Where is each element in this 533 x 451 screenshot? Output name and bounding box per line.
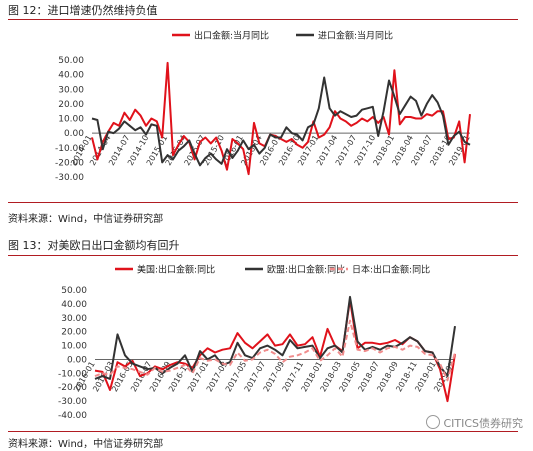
y-tick-label: -40.00 (58, 411, 87, 421)
figure-13-bottom-rule (8, 431, 518, 432)
legend-label: 进口金额:当月同比 (318, 30, 393, 42)
y-tick-label: -30.00 (55, 173, 84, 183)
series-line-2 (94, 319, 456, 382)
y-tick-label: 0.00 (67, 355, 87, 365)
y-tick-label: -30.00 (58, 397, 87, 407)
y-tick-label: 0.00 (64, 129, 84, 139)
y-tick-label: 20.00 (61, 328, 87, 338)
series-line-1 (91, 76, 471, 167)
legend-label: 出口金额:当月同比 (194, 30, 269, 42)
us-eu-japan-export-chart: 50.00 40.00 30.00 20.00 10.00 0.00 -10.00 -20.0… (58, 264, 457, 422)
import-export-yoy-chart: 50.00 40.00 30.00 20.00 10.00 0.00 -10.00 -20.0… (55, 30, 472, 184)
figure-13-title: 图 13：对美欧日出口金额均有回升 (8, 239, 180, 252)
y-tick-label: 10.00 (58, 115, 84, 125)
y-tick-label: -20.00 (58, 383, 87, 393)
legend-label: 欧盟:出口金额:同比 (267, 264, 345, 276)
legend-label: 美国:出口金额:同比 (137, 264, 215, 276)
y-tick-label: 50.00 (61, 286, 87, 296)
y-tick-label: 40.00 (58, 71, 84, 81)
wechat-icon (426, 415, 441, 429)
figure-13-source: 资料来源：Wind，中信证券研究部 (8, 439, 164, 450)
watermark: CITICS债券研究 (426, 415, 523, 431)
figure-13-title-rule (8, 255, 518, 256)
y-tick-label: 50.00 (58, 56, 84, 66)
series-line-0 (91, 61, 471, 176)
y-tick-label: 20.00 (58, 100, 84, 110)
series-line-0 (94, 298, 456, 403)
figure-12-bottom-rule (8, 202, 518, 203)
figure-12-source: 资料来源：Wind，中信证券研究部 (8, 214, 164, 225)
watermark-text: CITICS债券研究 (443, 417, 523, 430)
y-tick-label: 10.00 (61, 342, 87, 352)
y-tick-label: -10.00 (58, 369, 87, 379)
y-tick-label: 30.00 (58, 85, 84, 95)
y-tick-label: -20.00 (55, 158, 84, 168)
figure-12-title: 图 12：进口增速仍然维持负值 (8, 4, 158, 17)
legend-label: 日本:出口金额:同比 (352, 264, 430, 276)
y-tick-label: 40.00 (61, 300, 87, 310)
y-tick-label: 30.00 (61, 314, 87, 324)
y-tick-label: -10.00 (55, 144, 84, 154)
figure-12-title-rule (8, 19, 518, 20)
